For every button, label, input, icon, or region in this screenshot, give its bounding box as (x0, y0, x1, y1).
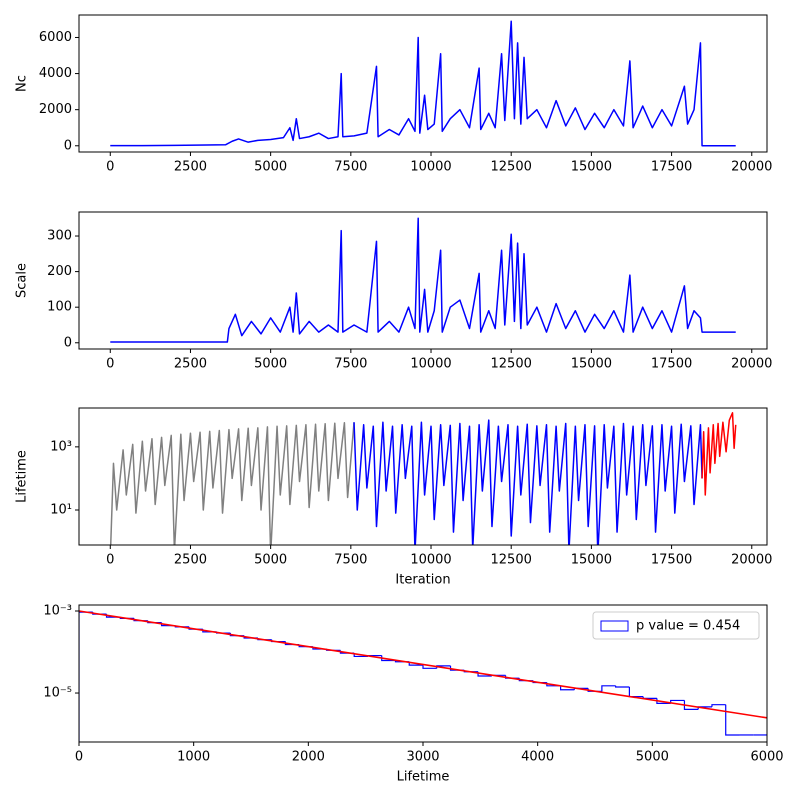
x-tick-label: 7500 (334, 160, 367, 175)
x-tick-label: 2000 (292, 750, 325, 765)
x-tick-label: 17500 (651, 357, 692, 372)
axes-frame (78, 211, 768, 350)
legend-label: p value = 0.454 (636, 619, 740, 634)
histogram-step (79, 611, 93, 742)
x-tick-label: 20000 (731, 160, 772, 175)
y-tick-label: 10⁻⁵ (43, 686, 72, 701)
x-tick-label: 0 (106, 160, 114, 175)
x-tick-label: 0 (106, 357, 114, 372)
y-tick-label: 6000 (39, 30, 72, 45)
axes-frame (78, 14, 768, 153)
histogram-step (560, 685, 575, 691)
histogram-step (601, 685, 616, 692)
x-tick-label: 15000 (571, 357, 612, 372)
y-tick-label: 2000 (39, 102, 72, 117)
x-axis-label: Lifetime (397, 770, 450, 785)
x-tick-label: 0 (106, 553, 114, 568)
y-tick-label: 100 (47, 300, 72, 315)
x-tick-label: 15000 (571, 553, 612, 568)
x-tick-label: 5000 (636, 750, 669, 765)
x-tick-label: 2500 (174, 160, 207, 175)
x-tick-label: 2500 (174, 357, 207, 372)
x-tick-label: 12500 (491, 553, 532, 568)
histogram-step (711, 704, 726, 707)
x-tick-label: 5000 (254, 357, 287, 372)
x-tick-label: 0 (75, 750, 83, 765)
legend-handle (600, 620, 629, 632)
x-tick-label: 15000 (571, 160, 612, 175)
histogram-step (628, 687, 644, 698)
x-tick-label: 10000 (410, 160, 451, 175)
y-tick-label: 0 (64, 335, 72, 350)
x-tick-label: 12500 (491, 357, 532, 372)
y-axis-label: Scale (15, 263, 30, 298)
series-line (701, 412, 737, 496)
histogram-step (615, 685, 630, 688)
y-axis-label: Nc (15, 75, 30, 92)
x-axis-label: Iteration (395, 573, 450, 588)
plot-area (110, 20, 736, 147)
y-tick-label: 300 (47, 229, 72, 244)
series-line (109, 422, 355, 545)
histogram-step (683, 700, 699, 710)
x-tick-label: 3000 (406, 750, 439, 765)
x-tick-label: 17500 (651, 553, 692, 568)
series-line (110, 217, 736, 343)
x-tick-label: 2500 (174, 553, 207, 568)
x-tick-label: 10000 (410, 553, 451, 568)
y-tick-label: 200 (47, 264, 72, 279)
plot-area (109, 412, 737, 545)
axes-frame (78, 407, 768, 546)
plot-area (79, 610, 767, 742)
axes-frame (78, 604, 768, 743)
y-tick-label: 10¹ (50, 503, 72, 518)
y-tick-label: 0 (64, 138, 72, 153)
series-line (353, 419, 703, 545)
y-tick-label: 10³ (50, 439, 72, 454)
legend-box (592, 611, 760, 640)
x-tick-label: 4000 (521, 750, 554, 765)
series-line (110, 20, 736, 147)
y-tick-label: 4000 (39, 66, 72, 81)
x-tick-label: 6000 (750, 750, 783, 765)
fit-line (79, 610, 767, 719)
x-tick-label: 12500 (491, 160, 532, 175)
x-tick-label: 17500 (651, 160, 692, 175)
x-tick-label: 10000 (410, 357, 451, 372)
x-tick-label: 7500 (334, 553, 367, 568)
plot-area (110, 217, 736, 343)
histogram-step (725, 704, 740, 736)
histogram-step (642, 696, 657, 699)
x-tick-label: 20000 (731, 553, 772, 568)
x-tick-label: 5000 (254, 553, 287, 568)
x-tick-label: 1000 (177, 750, 210, 765)
y-axis-label: Lifetime (15, 450, 30, 503)
histogram-step (422, 665, 437, 669)
x-tick-label: 20000 (731, 357, 772, 372)
x-tick-label: 7500 (334, 357, 367, 372)
y-tick-label: 10⁻³ (43, 603, 72, 618)
x-tick-label: 5000 (254, 160, 287, 175)
